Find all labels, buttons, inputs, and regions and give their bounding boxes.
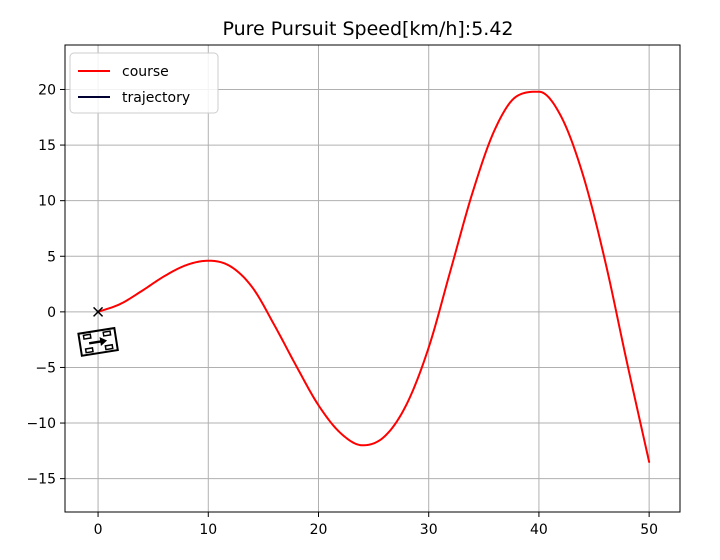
x-tick-label: 20 (310, 522, 328, 538)
x-tick-label: 0 (94, 522, 103, 538)
y-tick-label: −5 (35, 360, 56, 376)
legend-label-trajectory: trajectory (122, 90, 190, 106)
y-tick-label: 10 (38, 194, 56, 210)
x-tick-label: 40 (530, 522, 548, 538)
vehicle-wheel (84, 347, 94, 354)
x-tick-label: 10 (199, 522, 217, 538)
y-tick-label: 0 (47, 305, 56, 321)
vehicle-body (77, 326, 119, 357)
chart-title: Pure Pursuit Speed[km/h]:5.42 (222, 18, 513, 40)
series-line-course (97, 90, 651, 463)
x-tick-label: 50 (640, 522, 658, 538)
target-marker-stroke (93, 306, 104, 317)
y-tick-label: −10 (26, 416, 56, 432)
plot-area (65, 45, 680, 512)
vehicle-wheel (104, 343, 114, 351)
legend-label-course: course (122, 64, 169, 80)
legend: course trajectory (69, 52, 219, 114)
y-tick-label: 20 (38, 82, 56, 98)
grid (65, 45, 680, 512)
vehicle-wheel (102, 330, 112, 337)
y-tick-label: 15 (38, 138, 56, 154)
target-marker (93, 306, 104, 317)
annotation-layer (77, 306, 119, 357)
vehicle-wheel (82, 333, 92, 340)
vehicle (77, 326, 119, 357)
x-tick-label: 30 (420, 522, 438, 538)
axis-ticks: 0 10 20 30 40 50 −15 −10 −5 0 5 10 15 20 (26, 82, 658, 538)
y-tick-label: −15 (26, 472, 56, 488)
vehicle-heading-arrow (99, 337, 108, 346)
y-tick-label: 5 (47, 249, 56, 265)
plot-frame (64, 44, 681, 513)
